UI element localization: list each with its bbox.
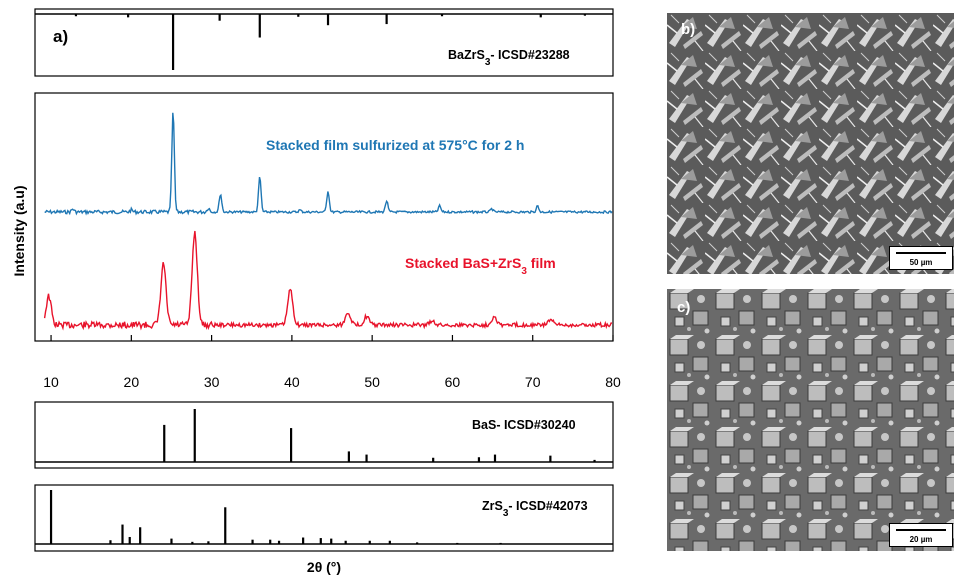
- series-sulfurized-label: Stacked film sulfurized at 575°C for 2 h: [266, 137, 524, 153]
- series-sulfurized-line: [44, 112, 613, 216]
- x-tick-label-50: 50: [364, 374, 380, 390]
- panel-b-label: b): [681, 21, 696, 38]
- x-tick-label-40: 40: [284, 374, 300, 390]
- x-tick-label-20: 20: [124, 374, 140, 390]
- y-axis-label: Intensity (a.u): [11, 185, 27, 276]
- main-plot-frame: [34, 92, 614, 342]
- ref-top-frame: [34, 8, 614, 77]
- zrs3-reference-label: ZrS3- ICSD#42073: [482, 499, 588, 519]
- x-tick-label-30: 30: [204, 374, 220, 390]
- panel-c-label: c): [677, 299, 691, 316]
- x-tick-label-80: 80: [605, 374, 621, 390]
- sem-image-c: c) 20 µm: [667, 289, 954, 551]
- bazrs3-reference-sticks: [35, 13, 613, 70]
- bas-reference-label: BaS- ICSD#30240: [472, 418, 576, 432]
- x-axis-label: 2θ (°): [307, 559, 341, 575]
- ref-zrs3-frame: [34, 484, 614, 552]
- sem-image-b: b) 50 µm: [667, 13, 954, 274]
- xrd-traces: [43, 112, 613, 331]
- x-tick-label-70: 70: [525, 374, 541, 390]
- scale-bar-c: 20 µm: [889, 523, 953, 547]
- bazrs3-reference-label: BaZrS3- ICSD#23288: [448, 48, 570, 68]
- series-stacked-line: [43, 230, 613, 331]
- bas-reference-sticks: [35, 409, 613, 463]
- series-stacked-label: Stacked BaS+ZrS3 film: [405, 255, 556, 277]
- ref-bas-frame: [34, 401, 614, 469]
- x-tick-label-10: 10: [43, 374, 59, 390]
- zrs3-reference-sticks: [35, 490, 613, 545]
- x-axis: 10 20 30 40 50 60 70 80: [43, 335, 621, 390]
- panel-a-label: a): [53, 27, 68, 46]
- scale-bar-c-text: 20 µm: [909, 535, 933, 544]
- scale-bar-b-text: 50 µm: [909, 258, 933, 267]
- scale-bar-b: 50 µm: [889, 246, 953, 270]
- x-tick-label-60: 60: [445, 374, 461, 390]
